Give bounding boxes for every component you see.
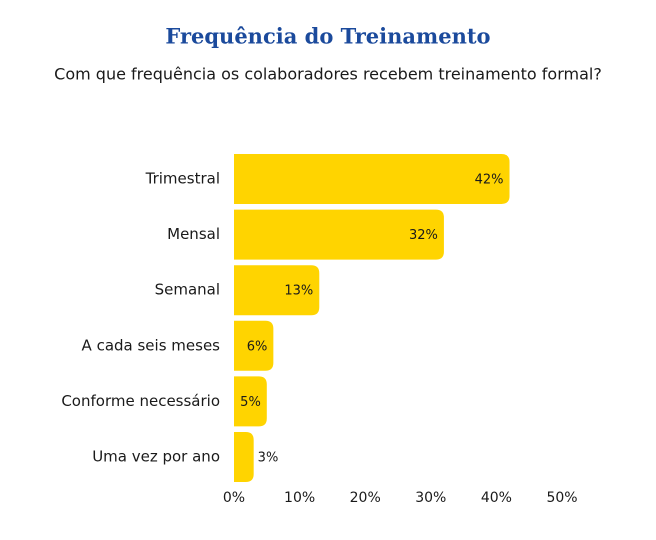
- bar: [234, 265, 320, 316]
- bar: [234, 154, 510, 204]
- chart-title: Frequência do Treinamento: [165, 24, 490, 49]
- value-label: 42%: [475, 173, 504, 188]
- bar: [234, 376, 267, 427]
- value-label: 3%: [258, 451, 279, 466]
- bar: [234, 209, 444, 260]
- y-tick-label: A cada seis meses: [82, 336, 221, 354]
- y-tick-label: Uma vez por ano: [92, 448, 220, 466]
- value-label: 32%: [409, 228, 438, 243]
- x-tick-label: 30%: [415, 490, 446, 506]
- value-label: 13%: [284, 284, 313, 299]
- x-tick-label: 0%: [223, 490, 245, 506]
- value-label: 5%: [240, 395, 261, 410]
- value-label: 6%: [247, 339, 268, 354]
- y-tick-label: Mensal: [167, 225, 220, 243]
- x-tick-label: 20%: [350, 490, 381, 506]
- x-tick-label: 40%: [481, 490, 512, 506]
- bar: [234, 320, 274, 371]
- y-tick-label: Trimestral: [145, 170, 220, 188]
- y-tick-label: Conforme necessário: [61, 392, 220, 410]
- bar: [234, 432, 254, 482]
- x-tick-label: 10%: [284, 490, 315, 506]
- y-tick-label: Semanal: [155, 281, 220, 299]
- x-tick-label: 50%: [546, 490, 577, 506]
- chart-subtitle: Com que frequência os colaboradores rece…: [54, 65, 602, 84]
